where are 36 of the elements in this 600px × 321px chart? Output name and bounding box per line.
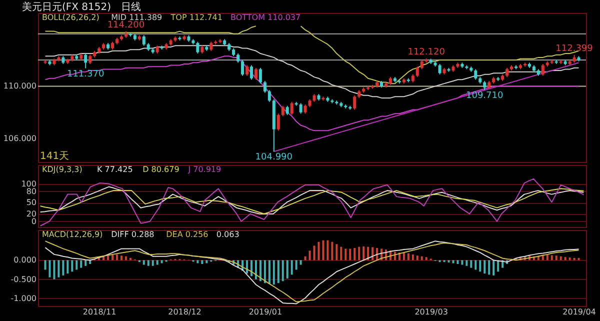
y-tick-label: 0 — [31, 216, 36, 226]
y-tick-label: 106.000 — [3, 134, 36, 143]
annotation: 0.063 — [216, 230, 240, 239]
x-tick-label: 2018/12 — [168, 308, 202, 316]
x-tick-label: 2018/11 — [82, 308, 116, 316]
annotation: 141天 — [40, 151, 70, 162]
y-tick-label: 20 — [26, 209, 36, 218]
series-label: DIFF 0.288 — [111, 230, 154, 239]
x-tick-label: 2019/03 — [414, 308, 448, 316]
series-label: J 70.919 — [187, 165, 222, 174]
text: MID 111.389 — [111, 13, 162, 22]
x-tick-label: 2019/04 — [562, 308, 596, 316]
annotation: 104.990 — [255, 152, 293, 163]
y-tick-label: 50 — [26, 198, 36, 208]
series-label: TOP 112.741 — [170, 13, 222, 22]
y-tick-label: 110.000 — [3, 82, 36, 91]
annotation: 112.399 — [556, 44, 594, 54]
text: K 77.425 — [97, 165, 133, 174]
y-tick-label: 80 — [26, 186, 36, 196]
x-tick-label: 2019/01 — [248, 308, 282, 316]
y-tick-label: -1.000 — [10, 294, 36, 303]
annotation: 114.200 — [107, 20, 145, 30]
chart-title: 美元日元(FX 8152) — [22, 2, 112, 13]
text: D 80.679 — [142, 165, 180, 174]
y-tick-label: -0.500 — [10, 274, 36, 284]
text: BOTTOM 110.037 — [230, 13, 301, 22]
annotation: 111.370 — [66, 69, 104, 80]
legend-title: MACD(12,26,9) — [42, 230, 103, 239]
chart-subtitle: 日线 — [121, 2, 142, 13]
y-tick-label: 100 — [21, 179, 36, 188]
y-tick-label: 0.000 — [14, 256, 36, 265]
legend-title: BOLL(26,26,2) — [42, 13, 100, 22]
annotation: 112.120 — [408, 47, 446, 58]
annotation: 109.710 — [466, 90, 504, 101]
series-label: DEA 0.256 — [166, 230, 208, 239]
legend-title: KDJ(9,3,3) — [42, 165, 82, 174]
